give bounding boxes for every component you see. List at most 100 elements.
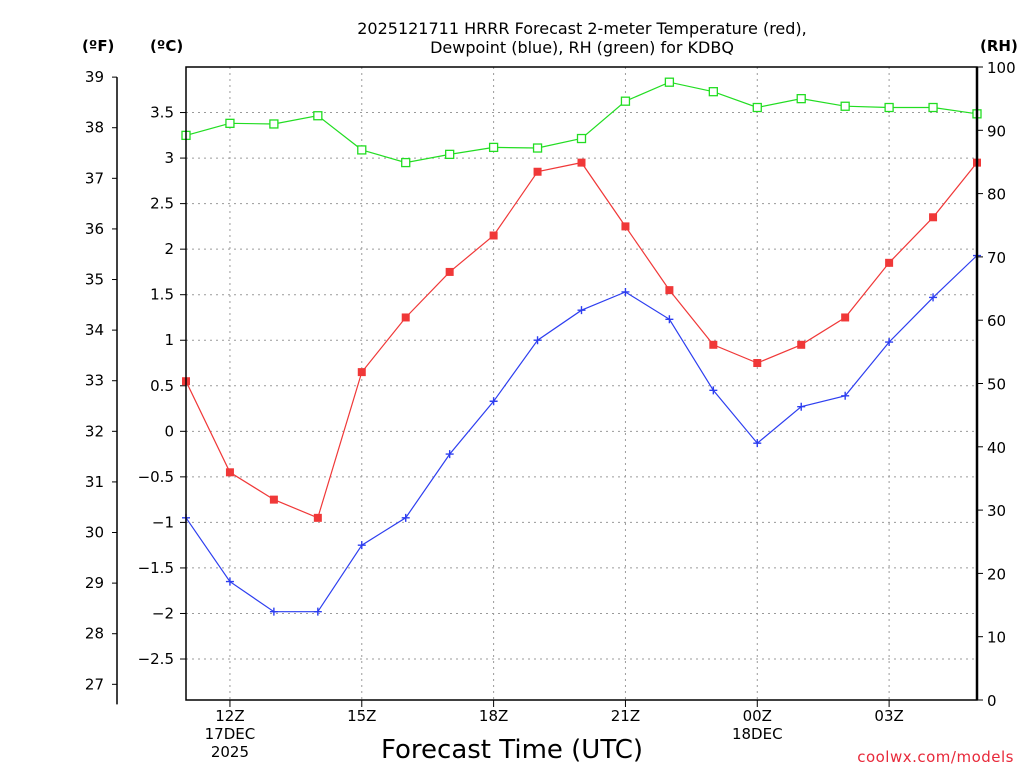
temperature-point [577, 158, 586, 167]
temperature-point [533, 167, 542, 176]
dewpoint-point [401, 513, 410, 522]
rh-tick-label: 50 [987, 376, 1006, 394]
rh-tick-label: 30 [987, 502, 1006, 520]
rh-tick-label: 60 [987, 312, 1006, 330]
celsius-tick-label: 1.5 [150, 286, 174, 304]
rh-tick-label: 40 [987, 439, 1006, 457]
dewpoint-point [665, 315, 674, 324]
temperature-point [225, 468, 234, 477]
rh-point [313, 111, 323, 121]
rh-point [445, 149, 455, 160]
dewpoint-point [709, 386, 718, 395]
fahrenheit-tick-label: 28 [85, 625, 104, 643]
rh-point [225, 118, 235, 128]
celsius-tick-label: −2 [152, 604, 174, 622]
celsius-tick-label: −0.5 [138, 468, 174, 486]
celsius-tick-label: −2.5 [138, 650, 174, 668]
x-tick-label: 12Z [215, 707, 244, 725]
rh-tick-label: 100 [987, 59, 1016, 77]
rh-tick-label: 0 [987, 692, 997, 710]
rh-point [401, 157, 411, 168]
celsius-unit-label: (ºC) [150, 37, 183, 55]
fahrenheit-tick-label: 31 [85, 473, 104, 491]
fahrenheit-tick-label: 34 [85, 321, 104, 339]
dewpoint-point [533, 336, 542, 345]
rh-point [532, 143, 543, 153]
dewpoint-point [621, 287, 630, 296]
fahrenheit-unit-label: (ºF) [82, 37, 114, 55]
chart-title-line2: Dewpoint (blue), RH (green) for KDBQ [430, 38, 734, 57]
x-tick-label: 21Z [611, 707, 640, 725]
credit-label[interactable]: coolwx.com/models [857, 748, 1014, 766]
fahrenheit-tick-label: 30 [85, 524, 104, 542]
temperature-point [313, 513, 322, 522]
temperature-point [665, 286, 674, 295]
rh-point [840, 101, 850, 111]
celsius-tick-label: −1.5 [138, 559, 174, 577]
rh-point [796, 94, 806, 104]
rh-tick-label: 20 [987, 565, 1006, 583]
dewpoint-point [489, 397, 498, 406]
temperature-point [357, 368, 366, 377]
rh-point [269, 119, 279, 129]
rh-tick-label: 80 [987, 186, 1006, 204]
temperature-point [709, 340, 718, 349]
celsius-tick-label: 3 [164, 149, 174, 167]
temperature-point [885, 258, 894, 267]
axes: −2.5 −2 −1.5 −1 −0.5 0 0.5 1 1.5 2 2.5 3 3.5 27 28 29 30… [85, 59, 1016, 710]
celsius-tick-label: 0.5 [150, 377, 174, 395]
x-tick-label: 18Z [479, 707, 508, 725]
dewpoint-point [577, 306, 586, 315]
fahrenheit-tick-label: 29 [85, 574, 104, 592]
x-axis-title: Forecast Time (UTC) [381, 735, 643, 765]
x-tick-label: 17DEC [205, 725, 256, 743]
fahrenheit-tick-label: 36 [85, 220, 104, 238]
temperature-point [841, 313, 850, 322]
dewpoint-point [929, 293, 938, 302]
rh-tick-label: 90 [987, 122, 1006, 140]
dewpoint-point [313, 607, 322, 616]
celsius-tick-label: 1 [164, 331, 174, 349]
dewpoint-point [841, 391, 850, 400]
temperature-point [621, 222, 630, 231]
chart-title-line1: 2025121711 HRRR Forecast 2-meter Tempera… [357, 19, 807, 38]
fahrenheit-tick-label: 35 [85, 271, 104, 289]
x-tick-label: 15Z [347, 707, 376, 725]
rh-point [884, 102, 894, 113]
fahrenheit-tick-label: 39 [85, 68, 104, 86]
fahrenheit-tick-label: 37 [85, 169, 104, 187]
rh-line [185, 81, 978, 164]
temperature-point [489, 231, 498, 240]
rh-point [620, 96, 631, 106]
dewpoint-series [182, 251, 981, 616]
celsius-tick-label: 2 [164, 240, 174, 258]
rh-point [708, 87, 718, 97]
fahrenheit-tick-label: 33 [85, 372, 104, 390]
rh-point [357, 145, 367, 155]
rh-point [664, 77, 675, 87]
dewpoint-point [797, 402, 806, 411]
dewpoint-point [269, 607, 278, 616]
temperature-point [797, 340, 806, 349]
dewpoint-point [357, 541, 366, 550]
dewpoint-point [753, 439, 762, 448]
fahrenheit-tick-label: 38 [85, 119, 104, 137]
celsius-tick-label: 3.5 [150, 104, 174, 122]
rh-unit-label: (RH) [980, 37, 1018, 55]
dewpoint-point [445, 450, 454, 459]
rh-tick-label: 70 [987, 249, 1006, 267]
rh-point [488, 142, 499, 153]
temperature-point [401, 313, 410, 322]
fahrenheit-tick-label: 32 [85, 422, 104, 440]
rh-point [928, 102, 938, 113]
series-layer [181, 77, 982, 616]
rh-series [181, 77, 982, 168]
x-tick-label: 2025 [211, 743, 249, 761]
x-tick-label: 00Z [743, 707, 772, 725]
temperature-point [753, 359, 762, 368]
rh-tick-label: 10 [987, 629, 1006, 647]
rh-point [752, 102, 762, 113]
dewpoint-point [885, 338, 894, 347]
